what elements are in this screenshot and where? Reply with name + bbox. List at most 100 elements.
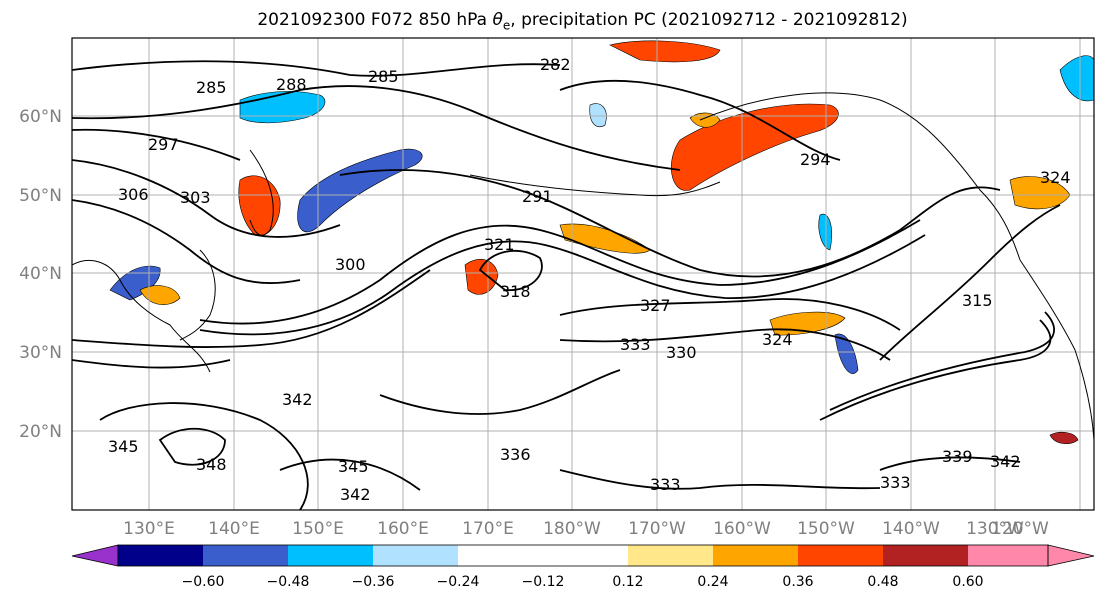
pos-anomaly-japan [139, 285, 181, 305]
colorbar-tick-n024: −0.24 [437, 574, 480, 590]
colorbar-segment-7 [628, 545, 713, 566]
title-suffix: , precipitation PC (2021092712 - 2021092… [510, 10, 908, 30]
contour-label-282: 282 [540, 55, 571, 74]
colorbar-segment-4 [373, 545, 458, 566]
contour-line-5 [72, 199, 301, 284]
contour-label-345-b: 345 [338, 457, 369, 476]
contour-label-321: 321 [484, 235, 515, 254]
lat-label-20N: 20°N [19, 422, 62, 442]
colorbar-tick-048: 0.48 [867, 574, 898, 590]
longitude-labels: 130°E 140°E 150°E 160°E 170°E 180°W 170°… [123, 519, 1049, 539]
contour-line-21 [559, 80, 841, 161]
contour-line-23 [478, 249, 543, 291]
contour-label-342-a: 342 [282, 390, 313, 409]
contour-line-12 [559, 328, 891, 361]
lon-label-170E: 170°E [462, 519, 514, 539]
pos-anomaly-darkred [1049, 431, 1079, 444]
contour-line-6 [339, 169, 1001, 278]
neg-anomaly-japan [109, 265, 161, 301]
contour-line-1 [72, 60, 561, 77]
contour-line-16 [158, 427, 226, 466]
lon-label-160W: 160°W [713, 519, 771, 539]
colorbar-tick-n036: −0.36 [352, 574, 395, 590]
contour-line-4 [72, 159, 341, 238]
contour-line-17 [99, 402, 309, 510]
coast-asia [72, 260, 211, 373]
colorbar-tick-036: 0.36 [782, 574, 813, 590]
title-theta-subscript: e [502, 18, 511, 33]
contour-label-294: 294 [800, 150, 831, 169]
lat-label-30N: 30°N [19, 343, 62, 363]
contour-label-324-b: 324 [1040, 168, 1071, 187]
colorbar-frame [117, 544, 1049, 567]
pos-anomaly-arctic [609, 40, 721, 63]
coast-alaska [699, 92, 1021, 261]
colorbar-segment-8 [713, 545, 798, 566]
contour-label-330: 330 [666, 343, 697, 362]
pos-anomaly-orange-bering [689, 112, 721, 128]
lon-label-150W: 150°W [797, 519, 855, 539]
colorbar-segment-3 [288, 545, 373, 566]
contour-line-3 [72, 128, 241, 161]
colorbar-tick-060: 0.60 [952, 574, 983, 590]
contour-label-285-a: 285 [196, 78, 227, 97]
contour-label-297: 297 [148, 135, 179, 154]
contour-label-291: 291 [522, 187, 553, 206]
pos-anomaly-kamchatka [238, 175, 281, 237]
colorbar-tick-024: 0.24 [697, 574, 728, 590]
colorbar-max-extend [1047, 544, 1095, 567]
lat-label-50N: 50°N [19, 186, 62, 206]
colorbar-tick-n048: −0.48 [267, 574, 310, 590]
contour-label-342-b: 342 [340, 485, 371, 504]
lat-label-40N: 40°N [19, 264, 62, 284]
colorbar-segment-6 [543, 545, 628, 566]
contour-labels: 285 288 285 282 297 306 303 294 291 300 … [108, 55, 1071, 504]
theta-e-contours [72, 60, 1061, 510]
contour-line-10 [72, 359, 231, 369]
contour-label-324: 324 [762, 330, 793, 349]
contour-line-15 [829, 311, 1055, 411]
contour-label-300: 300 [335, 255, 366, 274]
lon-label-140W: 140°W [882, 519, 940, 539]
contour-label-303: 303 [180, 188, 211, 207]
contour-label-348: 348 [196, 455, 227, 474]
contour-line-2 [72, 85, 681, 171]
contour-label-288: 288 [276, 75, 307, 94]
colorbar-tick-012: 0.12 [612, 574, 643, 590]
coast-kamchatka [249, 149, 274, 236]
contour-label-342-c: 342 [990, 452, 1021, 471]
coast-aleutians [469, 174, 721, 197]
contour-line-18 [279, 458, 421, 491]
coast-japan [179, 249, 216, 341]
contour-label-333-c: 333 [880, 473, 911, 492]
coast-namerica [1019, 259, 1094, 441]
contour-line-9 [72, 269, 431, 348]
contour-line-13 [879, 204, 1061, 361]
chart-title: 2021092300 F072 850 hPa θe, precipitatio… [0, 10, 1105, 32]
contour-label-306: 306 [118, 185, 149, 204]
map-panel: 285 288 285 282 297 306 303 294 291 300 … [72, 38, 1094, 510]
colorbar-tick-n012: −0.12 [522, 574, 565, 590]
colorbar-segment-2 [203, 545, 288, 566]
contour-line-20 [879, 456, 1021, 471]
contour-label-318: 318 [500, 282, 531, 301]
contour-label-339: 339 [942, 447, 973, 466]
contour-line-14 [819, 319, 1052, 421]
colorbar-segment-9 [798, 545, 883, 566]
latitude-labels: 60°N 50°N 40°N 30°N 20°N [19, 107, 62, 442]
colorbar-segment-11 [968, 545, 1048, 566]
colorbar-tick-n060: −0.60 [182, 574, 225, 590]
contour-label-333-b: 333 [650, 475, 681, 494]
neg-anomaly-pacific [834, 333, 859, 374]
contour-line-22 [379, 369, 621, 415]
lat-label-60N: 60°N [19, 107, 62, 127]
pos-anomaly-jetcore [464, 258, 499, 295]
lon-label-160E: 160°E [377, 519, 429, 539]
map-frame [71, 37, 1095, 511]
lon-label-180W: 180°W [543, 519, 601, 539]
contour-label-315: 315 [962, 291, 993, 310]
colorbar-segment-10 [883, 545, 968, 566]
title-theta: θ [492, 10, 503, 30]
colorbar-segment-1 [118, 545, 203, 566]
